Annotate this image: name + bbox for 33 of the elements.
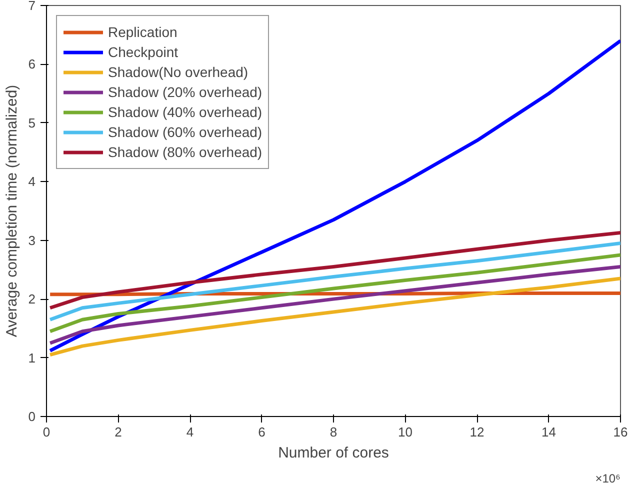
y-tick-label: 7 (28, 0, 36, 13)
y-tick-label: 6 (28, 56, 36, 72)
x-tick-label: 12 (470, 424, 484, 440)
y-tick-label: 3 (28, 232, 36, 248)
line-series (48, 253, 620, 334)
y-tick-label: 0 (28, 409, 36, 424)
legend-label: Shadow (20% overhead) (108, 84, 262, 100)
y-tick-label: 4 (28, 174, 36, 190)
x-axis-title: Number of cores (278, 444, 389, 462)
legend-label: Shadow (40% overhead) (108, 104, 262, 120)
line-series (48, 265, 620, 345)
x-tick-label: 8 (330, 424, 338, 440)
x-tick-label: 6 (258, 424, 266, 440)
y-tick-label: 5 (28, 115, 36, 130)
legend-label: Replication (108, 24, 178, 40)
x-tick-label: 14 (542, 424, 556, 440)
legend-label: Shadow(No overhead) (108, 64, 248, 80)
legend-label: Shadow (80% overhead) (108, 144, 262, 160)
y-tick-label: 2 (28, 292, 36, 307)
line-series (48, 242, 620, 322)
y-tick-label: 1 (28, 350, 36, 366)
line-series (48, 230, 620, 310)
x-tick-label: 0 (42, 424, 50, 440)
y-axis-title: Average completion time (normalized) (3, 84, 20, 338)
x-tick-label: 4 (186, 424, 194, 440)
text: ×10⁶ (595, 472, 621, 486)
line-series (48, 38, 620, 352)
x-tick-label: 16 (613, 424, 628, 440)
legend-label: Checkpoint (108, 44, 178, 60)
x-tick-label: 2 (114, 424, 122, 440)
line-series (48, 276, 620, 357)
x-tick-label: 10 (398, 424, 412, 440)
legend-label: Shadow (60% overhead) (108, 124, 262, 140)
